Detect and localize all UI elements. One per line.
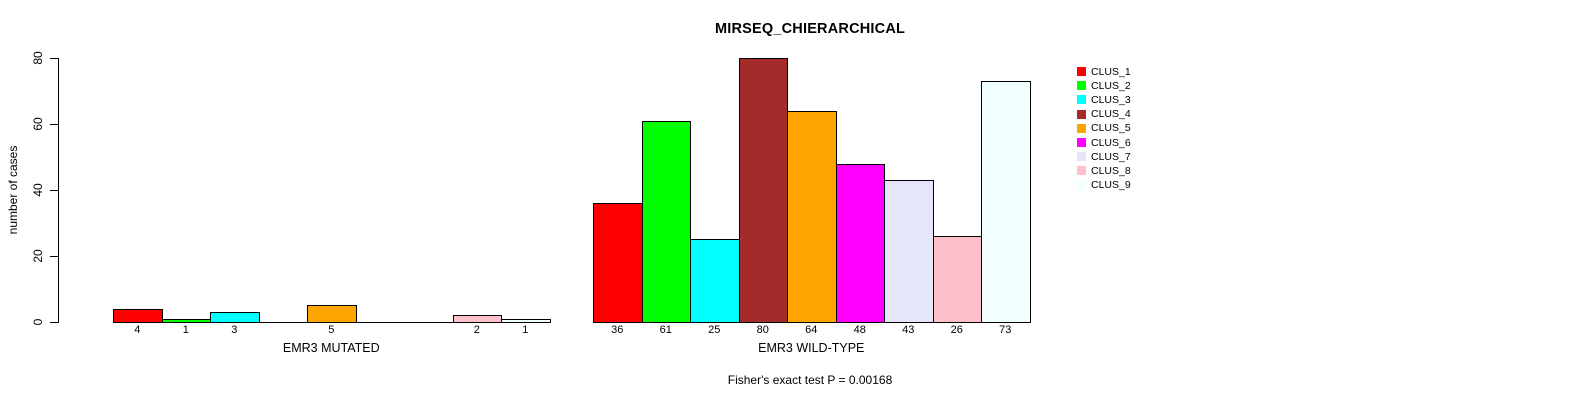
bar-clus_6-wild-type xyxy=(835,164,885,323)
legend-item: CLUS_1 xyxy=(1077,65,1131,79)
bar-clus_1-mutated xyxy=(113,309,163,323)
bar-value-label: 43 xyxy=(902,324,915,336)
legend-swatch xyxy=(1077,152,1086,162)
y-axis-tick-label: 80 xyxy=(31,51,45,65)
bar-value-label: 3 xyxy=(231,324,238,336)
legend-item: CLUS_3 xyxy=(1077,93,1131,107)
legend-label: CLUS_8 xyxy=(1091,164,1131,177)
bar-value-label: 1 xyxy=(522,324,529,336)
bar-clus_4-wild-type xyxy=(738,58,788,323)
legend-label: CLUS_1 xyxy=(1091,65,1131,78)
bar-value-label: 2 xyxy=(473,324,480,336)
legend-label: CLUS_7 xyxy=(1091,150,1131,163)
legend-label: CLUS_5 xyxy=(1091,122,1131,135)
bar-value-label: 4 xyxy=(134,324,141,336)
bar-clus_2-wild-type xyxy=(641,121,691,323)
legend-swatch xyxy=(1077,109,1086,119)
y-axis-tick-label: 60 xyxy=(31,117,45,131)
bar-clus_1-wild-type xyxy=(593,203,643,323)
legend-swatch xyxy=(1077,180,1086,190)
legend-item: CLUS_9 xyxy=(1077,178,1131,192)
bar-clus_5-mutated xyxy=(307,305,357,323)
bar-value-label: 64 xyxy=(805,324,818,336)
bar-value-label: 26 xyxy=(950,324,963,336)
legend-item: CLUS_7 xyxy=(1077,150,1131,164)
bar-value-label: 61 xyxy=(659,324,672,336)
bar-value-label: 48 xyxy=(853,324,866,336)
bar-clus_2-mutated xyxy=(161,319,211,323)
bar-value-label: 1 xyxy=(182,324,189,336)
bar-clus_9-mutated xyxy=(501,319,551,323)
legend-swatch xyxy=(1077,95,1086,105)
y-axis-tick-label: 40 xyxy=(31,183,45,197)
bar-value-label: 5 xyxy=(328,324,335,336)
bar-value-label: 80 xyxy=(756,324,769,336)
bar-value-label: 36 xyxy=(611,324,624,336)
bar-clus_7-wild-type xyxy=(884,180,934,323)
y-axis-tick xyxy=(50,256,58,257)
y-axis-tick xyxy=(50,190,58,191)
legend-swatch xyxy=(1077,81,1086,91)
bar-clus_9-wild-type xyxy=(981,81,1031,323)
bar-value-label: 73 xyxy=(999,324,1012,336)
chart-title: MIRSEQ_CHIERARCHICAL xyxy=(714,21,906,37)
legend-swatch xyxy=(1077,123,1086,133)
legend-swatch xyxy=(1077,138,1086,147)
y-axis-line xyxy=(58,58,59,323)
legend-label: CLUS_9 xyxy=(1091,179,1131,192)
bar-clus_5-wild-type xyxy=(787,111,837,323)
legend-item: CLUS_4 xyxy=(1077,107,1131,121)
y-axis-tick-label: 0 xyxy=(31,318,45,326)
y-axis-tick-label: 20 xyxy=(31,249,45,263)
legend-label: CLUS_6 xyxy=(1091,136,1131,149)
legend-label: CLUS_2 xyxy=(1091,79,1131,92)
x-axis-group-label: EMR3 MUTATED xyxy=(282,341,380,355)
legend-item: CLUS_2 xyxy=(1077,79,1131,93)
footnote-pvalue: Fisher's exact test P = 0.00168 xyxy=(727,373,893,387)
legend-label: CLUS_4 xyxy=(1091,108,1131,121)
y-axis-label: number of cases xyxy=(6,145,20,235)
legend-item: CLUS_5 xyxy=(1077,121,1131,135)
legend-swatch xyxy=(1077,67,1086,76)
legend-label: CLUS_3 xyxy=(1091,93,1131,106)
bar-clus_8-wild-type xyxy=(932,236,982,323)
bar-clus_3-mutated xyxy=(210,312,260,323)
x-axis-group-label: EMR3 WILD-TYPE xyxy=(758,341,865,355)
bar-value-label: 25 xyxy=(708,324,721,336)
y-axis-tick xyxy=(50,322,58,323)
y-axis-tick xyxy=(50,124,58,125)
y-axis-tick xyxy=(50,58,58,59)
bar-clus_8-mutated xyxy=(452,315,502,323)
legend-item: CLUS_6 xyxy=(1077,136,1131,150)
legend-item: CLUS_8 xyxy=(1077,164,1131,178)
legend-swatch xyxy=(1077,166,1086,176)
bar-clus_3-wild-type xyxy=(690,239,740,323)
